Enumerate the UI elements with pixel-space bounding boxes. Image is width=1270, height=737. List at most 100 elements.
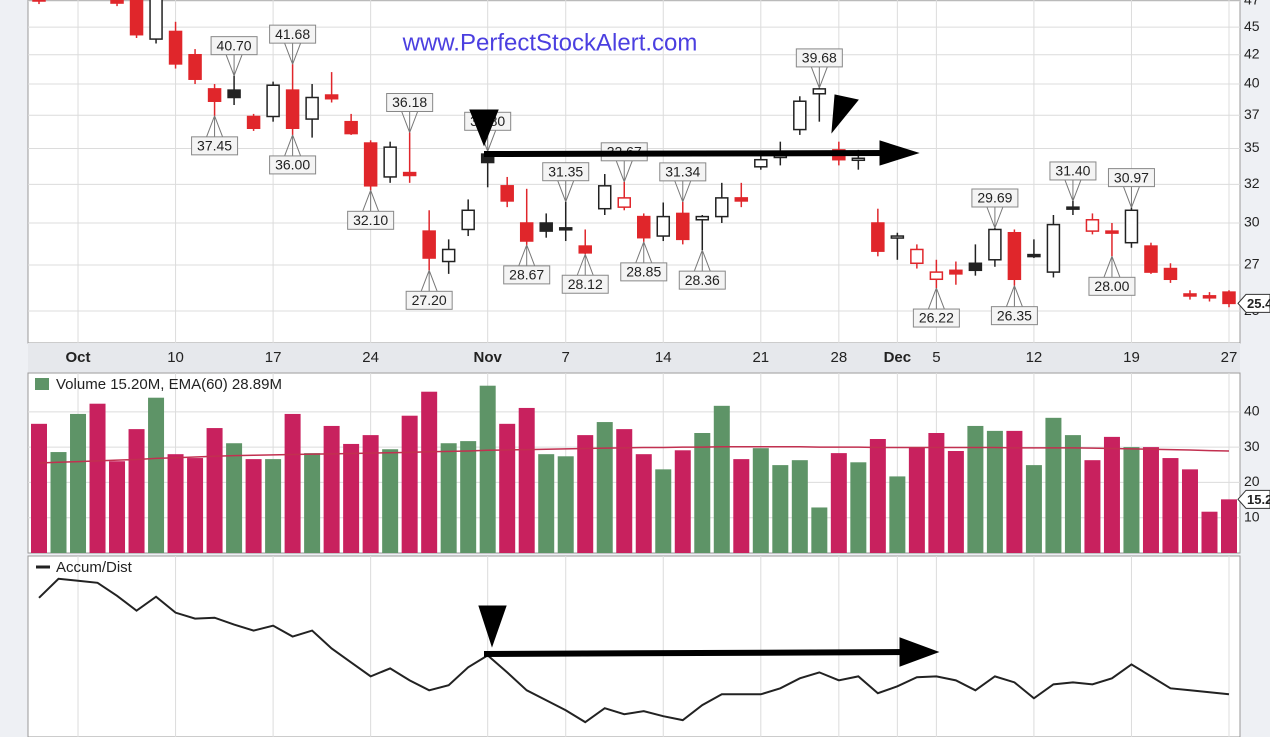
annotation-label: 26.22 xyxy=(919,310,954,326)
annotation-box xyxy=(795,48,843,68)
annotation-connector xyxy=(1064,179,1082,202)
volume-bar xyxy=(811,507,828,553)
candle-body xyxy=(149,0,163,40)
accum-dist-legend: Accum/Dist xyxy=(56,559,133,576)
volume-bar xyxy=(616,429,633,553)
candle-body xyxy=(558,227,573,231)
candle-body xyxy=(617,197,631,208)
y-tick-label: 30 xyxy=(1244,438,1260,454)
volume-bar xyxy=(1162,458,1179,553)
annotation-connector xyxy=(986,206,1004,229)
x-tick-label: 7 xyxy=(562,349,570,366)
x-tick-label: 19 xyxy=(1123,349,1140,366)
candle-body xyxy=(129,0,144,36)
annotation-label: 28.67 xyxy=(509,267,544,283)
candle-body xyxy=(1046,223,1061,273)
candle-body xyxy=(32,0,46,2)
annotation-box xyxy=(1107,168,1155,188)
volume-bar xyxy=(226,443,243,553)
volume-bar xyxy=(557,456,574,553)
plot-area xyxy=(28,385,1240,553)
candle-body xyxy=(676,212,690,241)
y-tick-label: 32 xyxy=(1244,175,1260,191)
annotation-connector xyxy=(927,287,945,310)
annotation-box xyxy=(347,210,395,230)
annotation-box xyxy=(990,306,1038,326)
candle-body xyxy=(754,158,768,168)
volume-bar xyxy=(772,465,789,553)
candle-body xyxy=(207,88,222,102)
x-tick-label: 27 xyxy=(1221,349,1238,366)
volume-bar xyxy=(1181,469,1198,553)
volume-bar xyxy=(577,435,594,553)
candle-body xyxy=(363,142,378,187)
annotation-label: 41.68 xyxy=(275,26,310,42)
volume-bar xyxy=(850,462,867,553)
annotation-box xyxy=(620,262,668,282)
candle-body xyxy=(266,84,280,118)
price-panel xyxy=(27,0,1241,344)
annotation-connector xyxy=(1005,285,1023,307)
annotation-connector xyxy=(674,180,692,203)
candle-body xyxy=(812,88,827,95)
volume-bar xyxy=(1142,447,1159,553)
candle-body xyxy=(656,215,671,237)
candle-body xyxy=(539,222,553,232)
annotation-connector xyxy=(401,111,419,133)
annotation-connector xyxy=(225,54,243,76)
candle-body xyxy=(929,271,944,281)
volume-bar xyxy=(1103,436,1120,553)
volume-bar xyxy=(830,453,847,553)
volume-bar xyxy=(967,425,984,553)
annotation-connector xyxy=(518,244,536,267)
x-tick-label: Dec xyxy=(884,349,912,366)
candle-body xyxy=(988,228,1002,261)
candle-body xyxy=(1027,253,1041,258)
date-axis xyxy=(28,343,1240,372)
annotation-box xyxy=(210,36,258,56)
volume-bar xyxy=(362,435,379,553)
candle-body xyxy=(188,53,202,80)
annotation-connector xyxy=(576,254,594,276)
volume-bar xyxy=(1123,447,1140,553)
accum-dist-panel xyxy=(27,555,1241,737)
annotation-label: 31.40 xyxy=(1055,163,1090,179)
volume-bar xyxy=(1201,511,1218,553)
annotation-box xyxy=(1049,161,1097,181)
y-tick-label: 47 xyxy=(1244,0,1260,8)
annotation-connector xyxy=(362,190,380,212)
watermark: www.PerfectStockAlert.com xyxy=(402,29,698,56)
candle-body xyxy=(344,120,358,135)
annotation-label: 31.35 xyxy=(548,163,583,179)
candle-body xyxy=(168,30,183,65)
volume-bar xyxy=(791,460,808,553)
legend-swatch xyxy=(35,378,49,390)
candle-body xyxy=(324,94,339,100)
candle-body xyxy=(851,157,866,162)
volume-bar xyxy=(265,459,282,553)
candle-body xyxy=(246,115,261,130)
x-tick-label: Oct xyxy=(66,349,91,366)
volume-bar xyxy=(187,458,204,553)
candle-body xyxy=(734,197,749,202)
last-value-label: 15.2 xyxy=(1247,492,1270,507)
annotation-box xyxy=(405,290,453,310)
volume-bar xyxy=(460,441,477,553)
y-tick-label: 45 xyxy=(1244,18,1260,34)
candle-body xyxy=(910,248,924,265)
annotation-label: 36.18 xyxy=(392,94,427,110)
candle-body xyxy=(1202,295,1217,299)
volume-legend: Volume 15.20M, EMA(60) 28.89M xyxy=(56,376,282,393)
volume-bar xyxy=(401,415,418,553)
volume-bar xyxy=(31,423,47,553)
candle-body xyxy=(695,215,710,221)
candle-body xyxy=(1066,206,1080,210)
candle-body xyxy=(793,100,807,131)
annotation-label: 37.45 xyxy=(197,138,232,154)
annotation-label: 29.69 xyxy=(977,190,1012,206)
volume-bar xyxy=(596,422,613,553)
volume-bar xyxy=(304,453,321,553)
last-value-tag xyxy=(1237,489,1270,509)
annotation-connector xyxy=(1103,256,1121,278)
candle-body xyxy=(305,96,319,120)
